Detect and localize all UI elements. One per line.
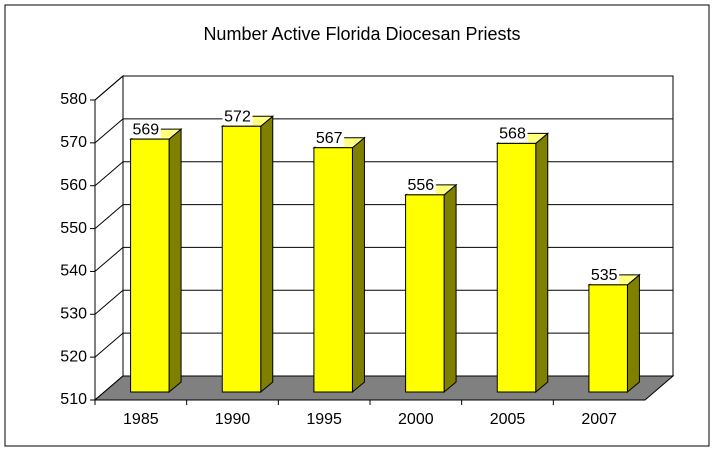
chart-title: Number Active Florida Diocesan Priests: [203, 24, 520, 44]
bar: [221, 125, 262, 393]
grid-line: [94, 289, 124, 315]
bar: [405, 194, 445, 393]
y-tick-label: 570: [60, 134, 87, 151]
y-tick-label: 530: [60, 306, 87, 323]
data-label: 572: [224, 109, 251, 126]
bar: [588, 284, 628, 393]
bar-side: [443, 183, 457, 394]
data-label: 535: [591, 267, 618, 284]
bar-side: [260, 115, 274, 394]
data-label-bg: [405, 175, 436, 194]
bar: [496, 142, 537, 393]
data-label: 567: [316, 130, 343, 147]
bar-side: [351, 136, 365, 394]
data-label: 569: [132, 121, 159, 138]
x-tick-label: 2000: [398, 411, 434, 428]
y-tick-label: 550: [60, 220, 87, 237]
x-tick-label: 1995: [306, 411, 342, 428]
bar-side: [626, 273, 640, 394]
data-label: 568: [499, 126, 526, 143]
y-tick-label: 520: [60, 348, 87, 365]
bar-side: [535, 132, 549, 394]
y-tick-label: 580: [60, 91, 87, 108]
x-tick-label: 2007: [581, 411, 617, 428]
y-tick-label: 510: [60, 391, 87, 408]
data-label: 556: [407, 177, 434, 194]
grid-line: [94, 204, 124, 229]
x-tick-label: 1990: [215, 411, 251, 428]
grid-line: [94, 118, 124, 144]
y-tick-label: 540: [60, 263, 87, 280]
grid-line: [94, 161, 124, 187]
bar: [130, 138, 170, 393]
grid-line: [94, 75, 124, 101]
data-label-bg: [589, 265, 620, 284]
side-wall: [94, 74, 124, 402]
bar: [313, 147, 353, 393]
grid-line: [94, 332, 124, 358]
data-label-bg: [222, 107, 253, 126]
x-tick-label: 2005: [490, 411, 526, 428]
grid-line: [94, 247, 124, 272]
x-tick-label: 1985: [123, 411, 159, 428]
y-tick-label: 560: [60, 177, 87, 194]
floor: [93, 375, 675, 401]
data-label-bg: [497, 124, 528, 143]
bar-side: [168, 128, 182, 394]
data-label-bg: [130, 120, 161, 139]
data-label-bg: [314, 128, 345, 147]
